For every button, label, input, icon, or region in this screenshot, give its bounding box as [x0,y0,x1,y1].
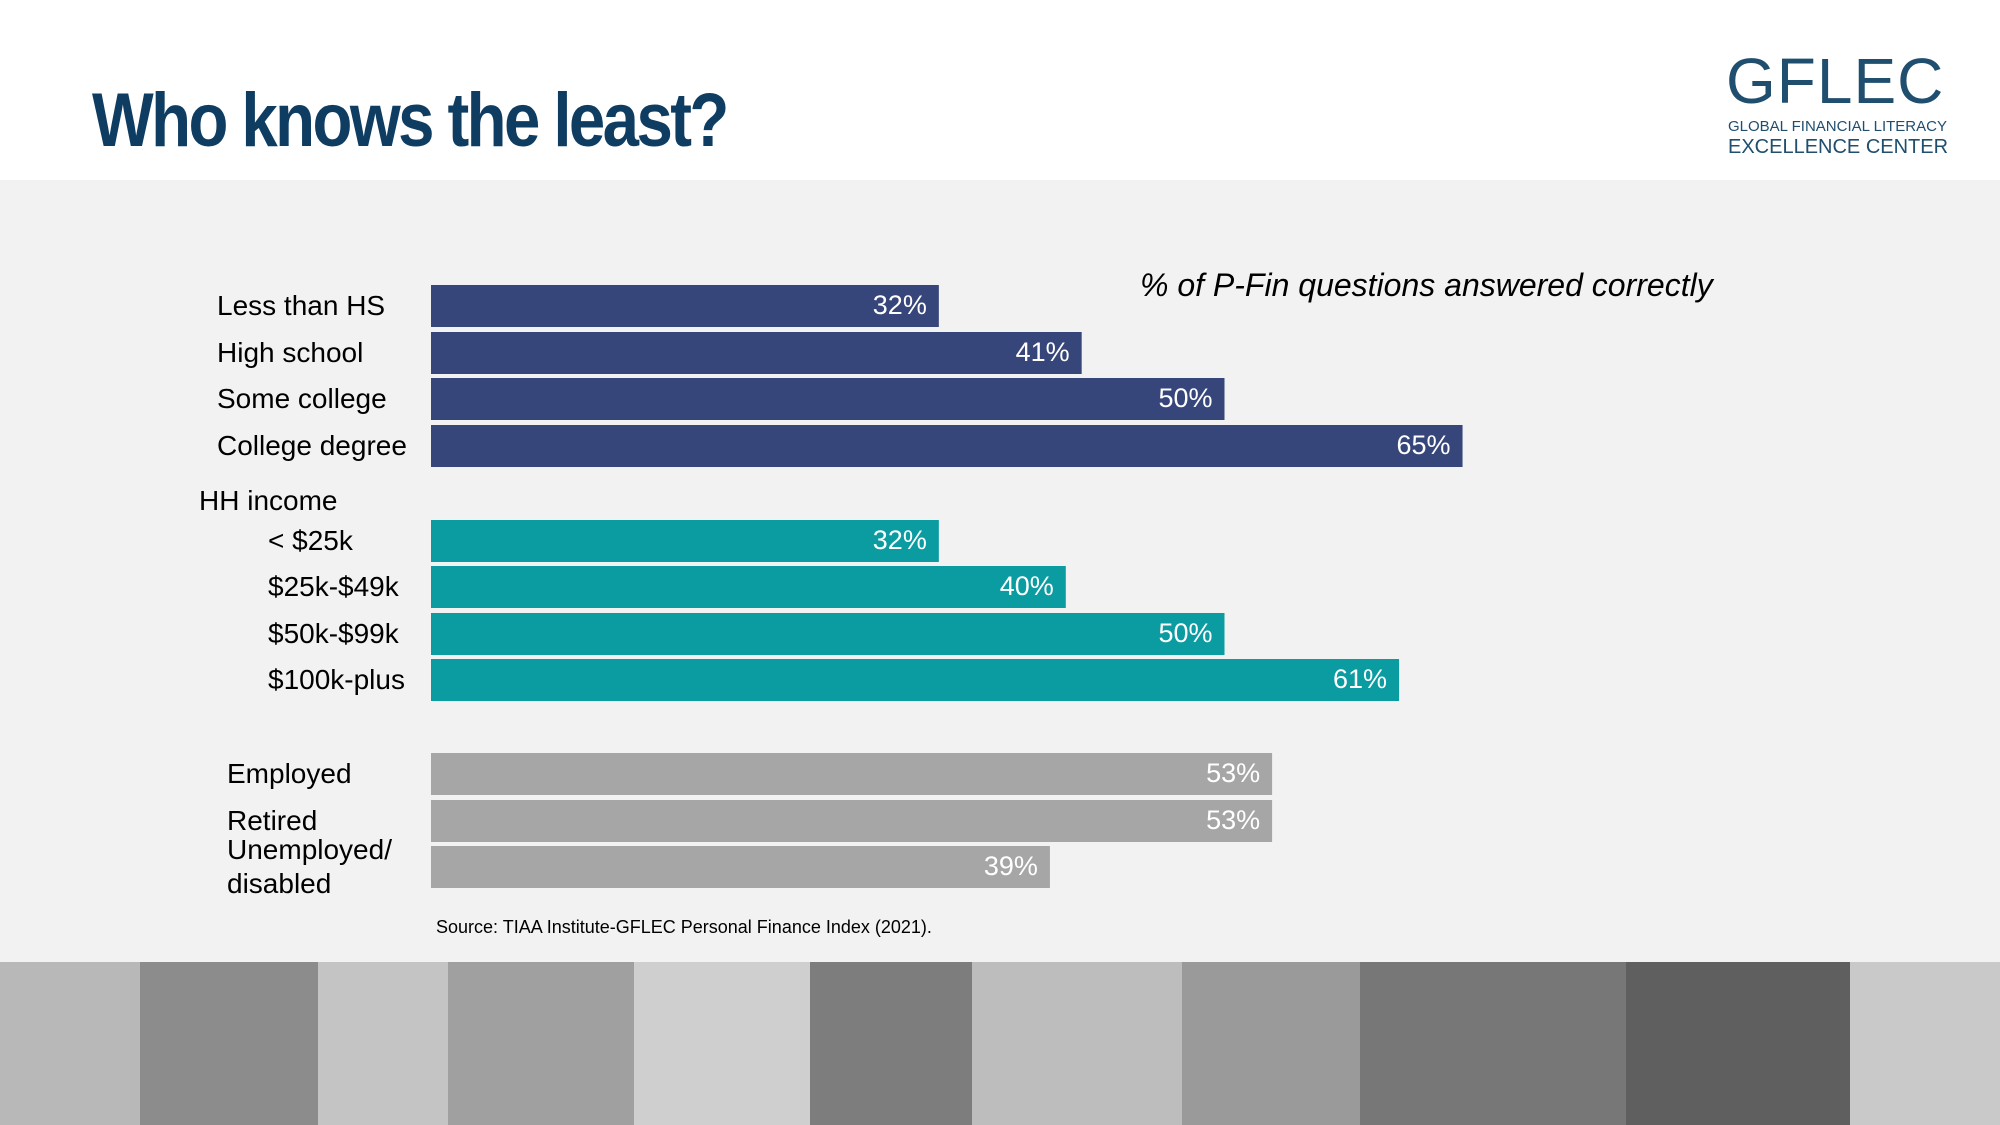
category-label: Employed [227,758,352,789]
bar [431,846,1050,888]
value-label: 50% [1158,618,1212,648]
group-label: HH income [199,485,338,516]
category-label: Unemployed/ disabled [227,834,392,899]
bar [431,566,1066,608]
logo-name: GFLEC [1726,45,1945,117]
slide-title: Who knows the least? [92,78,729,163]
header-band [0,0,2000,180]
chart-subtitle: % of P-Fin questions answered correctly [1140,267,1713,303]
value-label: 50% [1158,383,1212,413]
bar [431,378,1225,420]
value-label: 41% [1016,337,1070,367]
category-label: $50k-$99k [268,618,399,649]
bar [431,753,1273,795]
category-label: Less than HS [217,290,386,321]
logo-line: GLOBAL FINANCIAL LITERACY [1728,118,1947,135]
category-label: < $25k [268,525,353,556]
value-label: 53% [1206,805,1260,835]
category-label: $25k-$49k [268,571,399,602]
category-label: $100k-plus [268,664,405,695]
value-label: 65% [1397,430,1451,460]
category-label: Retired [227,805,318,836]
category-label: Some college [217,383,387,414]
value-label: 53% [1206,758,1260,788]
value-label: 39% [984,851,1038,881]
value-label: 32% [873,290,927,320]
photo-strip [0,962,2000,1125]
category-label: College degree [217,430,407,461]
value-label: 40% [1000,571,1054,601]
bar [431,332,1082,374]
value-label: 32% [873,525,927,555]
bar [431,659,1400,701]
logo-line: EXCELLENCE CENTER [1728,136,1949,158]
bar [431,285,939,327]
bar [431,425,1463,467]
bar [431,800,1273,842]
source-note: Source: TIAA Institute-GFLEC Personal Fi… [436,917,932,937]
value-label: 61% [1333,664,1387,694]
category-label: High school [217,337,364,368]
bar [431,613,1225,655]
bar [431,520,939,562]
